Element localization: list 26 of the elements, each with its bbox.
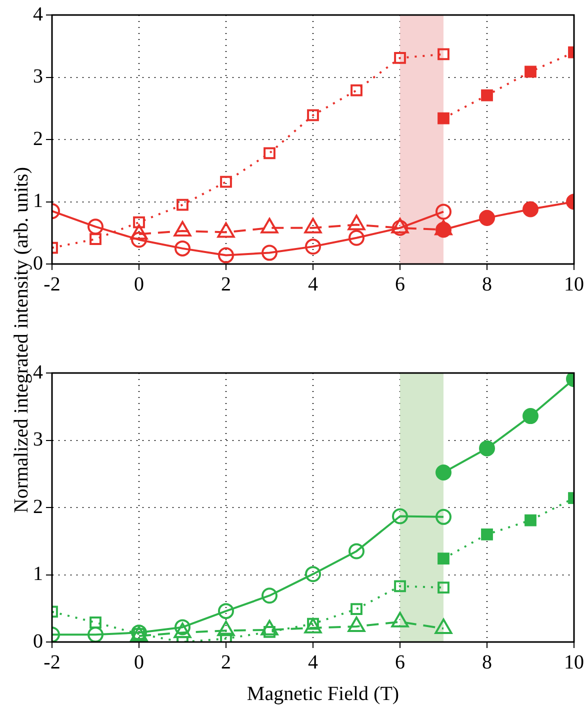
y-axis-title: Normalized integrated intensity (arb. units): [10, 166, 33, 514]
y-tick-label: 1: [33, 563, 43, 585]
x-tick-label: 6: [395, 273, 405, 296]
y-tick-label: 3: [33, 66, 43, 88]
x-tick-label: 10: [564, 273, 584, 296]
x-tick-label: -2: [44, 651, 60, 674]
x-tick-label: 4: [308, 651, 318, 674]
y-tick-label: 2: [33, 496, 43, 518]
x-tick-label: 4: [308, 273, 318, 296]
y-tick-label: 0: [33, 630, 43, 652]
y-tick-label: 4: [33, 361, 43, 384]
x-tick-label: -2: [44, 273, 60, 296]
y-tick-label: 2: [33, 128, 43, 150]
y-tick-label: 4: [33, 3, 43, 26]
y-tick-label: 3: [33, 428, 43, 450]
x-axis-title: Magnetic Field (T): [246, 683, 400, 706]
x-tick-label: 8: [482, 273, 492, 296]
x-tick-label: 8: [482, 651, 492, 674]
x-tick-label: 2: [221, 651, 231, 674]
x-tick-label: 0: [134, 651, 144, 674]
x-tick-label: 0: [134, 273, 144, 296]
y-tick-label: 1: [33, 190, 43, 212]
x-tick-label: 6: [395, 651, 405, 674]
x-tick-label: 10: [564, 651, 584, 674]
x-tick-label: 2: [221, 273, 231, 296]
y-tick-label: 0: [33, 252, 43, 274]
